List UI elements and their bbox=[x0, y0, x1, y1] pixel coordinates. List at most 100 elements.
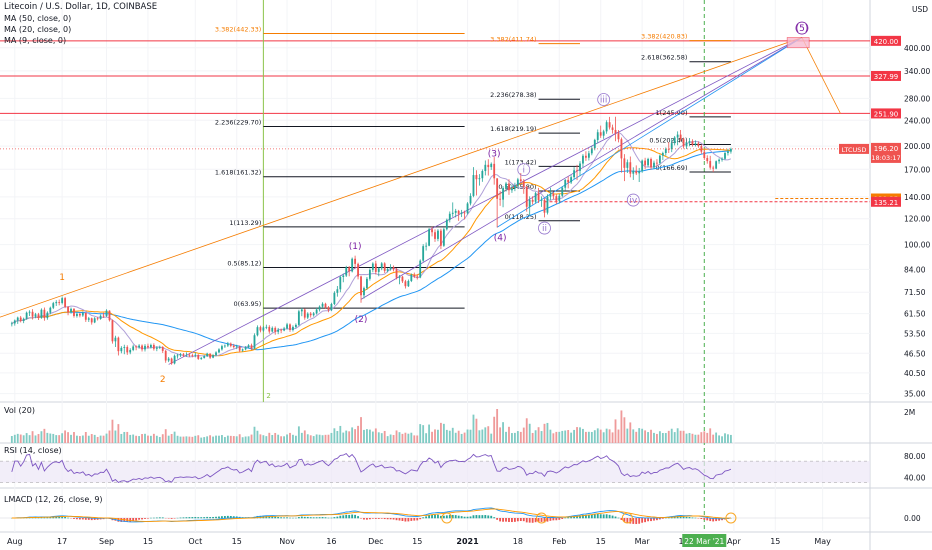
volume-bar bbox=[10, 436, 13, 443]
candle-body bbox=[312, 313, 315, 316]
macd-histogram-bar bbox=[58, 516, 61, 519]
macd-histogram-bar bbox=[348, 514, 351, 519]
macd-legend[interactable]: LMACD (12, 26, close, 9) bbox=[4, 495, 103, 504]
macd-histogram-bar bbox=[700, 518, 703, 520]
macd-histogram-bar bbox=[576, 515, 578, 519]
volume-bar bbox=[493, 416, 496, 443]
macd-histogram-bar bbox=[321, 517, 324, 519]
volume-bar bbox=[345, 430, 348, 443]
volume-bar bbox=[76, 435, 78, 443]
candle-body bbox=[259, 327, 262, 331]
macd-histogram-bar bbox=[185, 517, 188, 519]
macd-histogram-bar bbox=[280, 517, 283, 519]
elliott-wave-label: (5) bbox=[796, 24, 809, 34]
candle-body bbox=[303, 309, 306, 318]
volume-bar bbox=[164, 429, 167, 443]
volume-bar bbox=[238, 434, 241, 443]
candle-body bbox=[167, 358, 170, 361]
y-tick-label: 84.00 bbox=[904, 265, 926, 274]
volume-bar bbox=[691, 433, 694, 443]
ma20-legend[interactable]: MA (20, close, 0) bbox=[4, 25, 72, 34]
candle-body bbox=[67, 306, 69, 313]
candle-body bbox=[120, 347, 123, 352]
macd-histogram-bar bbox=[300, 516, 303, 519]
candle-body bbox=[363, 288, 365, 296]
macd-histogram-bar bbox=[679, 515, 682, 519]
candle-body bbox=[238, 346, 241, 351]
macd-histogram-bar bbox=[324, 517, 327, 519]
candle-body bbox=[647, 158, 649, 166]
rsi-legend[interactable]: RSI (14, close) bbox=[4, 446, 62, 455]
volume-bar bbox=[632, 429, 635, 443]
macd-histogram-bar bbox=[90, 518, 93, 521]
macd-histogram-bar bbox=[620, 518, 623, 520]
volume-bar bbox=[262, 435, 265, 443]
volume-bar bbox=[451, 427, 454, 443]
ma9-legend[interactable]: MA (9, close, 0) bbox=[4, 36, 67, 45]
macd-histogram-bar bbox=[398, 518, 401, 521]
macd-histogram-bar bbox=[667, 517, 670, 519]
last-price-label: 196.20 bbox=[874, 145, 899, 153]
candle-body bbox=[253, 335, 256, 349]
candle-body bbox=[99, 315, 102, 320]
volume-bar bbox=[650, 429, 652, 443]
candle-body bbox=[626, 162, 629, 168]
fib-level-label: 0.5(85.12) bbox=[227, 259, 261, 267]
candle-body bbox=[209, 353, 212, 358]
currency-label: USD bbox=[912, 5, 928, 14]
candle-body bbox=[448, 213, 451, 220]
volume-bar bbox=[661, 433, 664, 443]
candle-body bbox=[537, 193, 540, 201]
y-tick-label: 61.50 bbox=[904, 310, 926, 319]
ma50-legend[interactable]: MA (50, close, 0) bbox=[4, 14, 72, 23]
fib-level-label: 0(63.95) bbox=[234, 300, 262, 308]
candle-body bbox=[706, 158, 709, 162]
symbol-title[interactable]: Litecoin / U.S. Dollar, 1D, COINBASE bbox=[4, 2, 158, 12]
date-badge-label: 22 Mar '21 bbox=[684, 537, 724, 546]
macd-histogram-bar bbox=[546, 518, 549, 522]
volume-bar bbox=[360, 417, 362, 443]
volume-bar bbox=[555, 431, 558, 443]
candle-body bbox=[215, 352, 217, 356]
volume-bar bbox=[226, 435, 229, 443]
candle-body bbox=[576, 170, 578, 172]
macd-histogram-bar bbox=[274, 516, 277, 519]
candle-body bbox=[315, 309, 318, 314]
macd-histogram-bar bbox=[395, 518, 398, 521]
macd-histogram-bar bbox=[120, 518, 123, 522]
candle-body bbox=[679, 134, 682, 140]
macd-histogram-bar bbox=[339, 515, 342, 519]
volume-bar bbox=[152, 433, 155, 443]
macd-histogram-bar bbox=[330, 517, 333, 519]
x-tick-label: Aug bbox=[7, 537, 23, 546]
macd-histogram-bar bbox=[505, 518, 507, 522]
candle-body bbox=[425, 245, 428, 247]
volume-bar bbox=[614, 419, 617, 443]
elliott-wave-label: iii bbox=[600, 96, 608, 106]
candle-body bbox=[235, 346, 238, 348]
candle-body bbox=[229, 343, 232, 346]
candle-body bbox=[138, 345, 140, 348]
candle-body bbox=[614, 129, 617, 134]
volume-bar bbox=[377, 432, 380, 443]
volume-bar bbox=[354, 429, 357, 443]
volume-bar bbox=[25, 433, 28, 443]
macd-histogram-bar bbox=[203, 517, 206, 519]
elliott-wave-label: i bbox=[523, 166, 526, 176]
volume-bar bbox=[155, 435, 158, 443]
symbol-tag-label: LTCUSD bbox=[842, 146, 867, 154]
candle-body bbox=[43, 309, 46, 319]
volume-bar bbox=[389, 434, 392, 443]
volume-legend[interactable]: Vol (20) bbox=[4, 406, 35, 415]
macd-histogram-bar bbox=[407, 518, 410, 522]
volume-bar bbox=[268, 432, 271, 443]
wave-label-circle bbox=[517, 163, 531, 177]
candle-body bbox=[105, 310, 108, 317]
fib-level-label: 1(113.29) bbox=[229, 219, 261, 227]
candle-body bbox=[676, 134, 679, 138]
volume-bar bbox=[303, 430, 306, 443]
candle-body bbox=[309, 313, 312, 316]
macd-histogram-bar bbox=[437, 514, 439, 519]
macd-histogram-bar bbox=[78, 518, 81, 520]
